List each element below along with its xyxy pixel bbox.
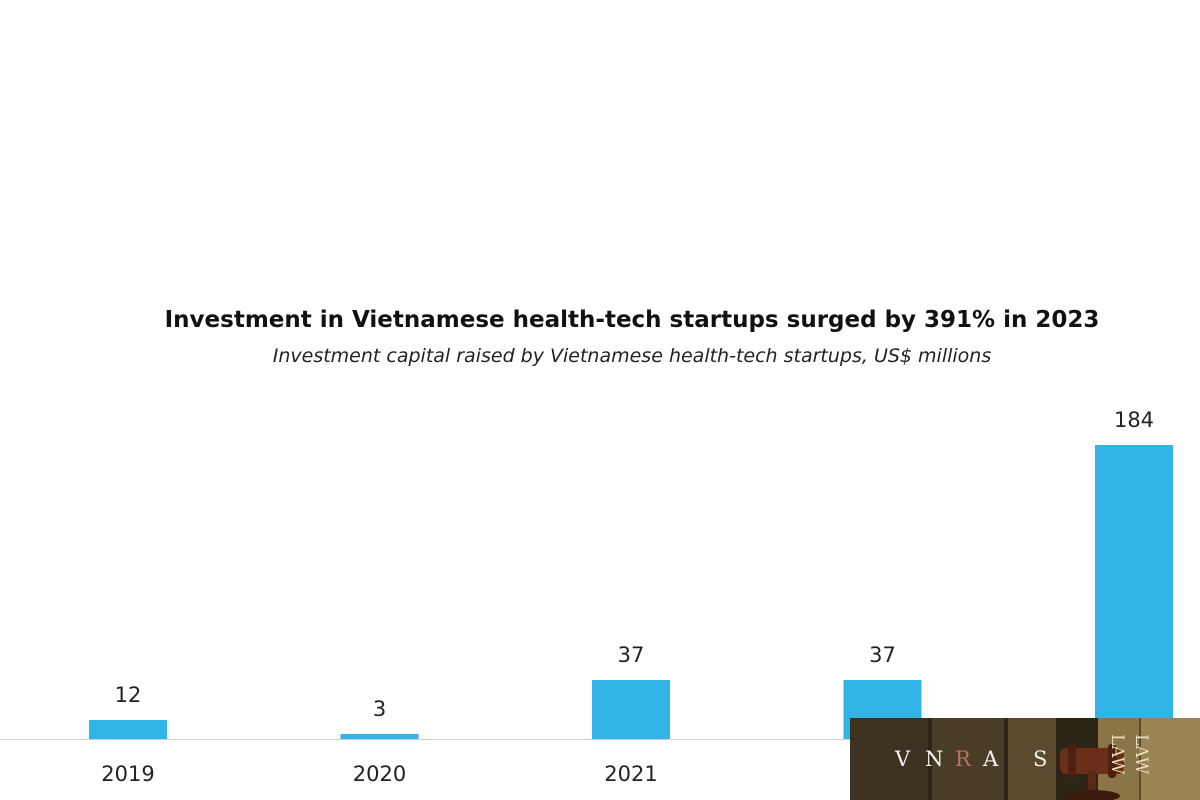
data-label-2020: 3 (373, 697, 386, 721)
chart-title: Investment in Vietnamese health-tech sta… (165, 307, 1100, 333)
logo-letter-1: V (894, 747, 911, 771)
logo-book-left (850, 718, 928, 800)
bar-2020 (340, 734, 419, 739)
value-labels-layer: 12 3 37 37 184 (115, 408, 1154, 721)
bars-layer (89, 445, 1173, 739)
logo-spine-text-1: LAW (1107, 734, 1127, 775)
bar-2021 (592, 679, 670, 739)
logo-book-spine-2 (1140, 718, 1200, 800)
data-label-2021: 37 (618, 643, 645, 667)
vnras-logo: V N R A S LAW LAW (850, 718, 1200, 800)
logo-letter-3: R (955, 747, 972, 771)
data-label-2023: 184 (1114, 408, 1154, 432)
logo-letter-2: N (925, 747, 943, 771)
bar-2023 (1095, 445, 1173, 739)
x-tick-label-2020: 2020 (353, 762, 406, 786)
x-tick-label-2019: 2019 (101, 762, 154, 786)
x-tick-label-2021: 2021 (604, 762, 657, 786)
logo-spine-text-2: LAW (1131, 734, 1151, 775)
logo-book-right (1008, 718, 1056, 800)
data-label-2022: 37 (869, 643, 896, 667)
gavel-icon (1060, 744, 1124, 800)
bar-2019 (89, 719, 167, 739)
chart-subtitle: Investment capital raised by Vietnamese … (273, 345, 992, 367)
logo-letter-4: A (982, 747, 999, 771)
logo-letter-5: S (1033, 747, 1047, 771)
logo-book-mid (932, 718, 1004, 800)
data-label-2019: 12 (115, 683, 142, 707)
